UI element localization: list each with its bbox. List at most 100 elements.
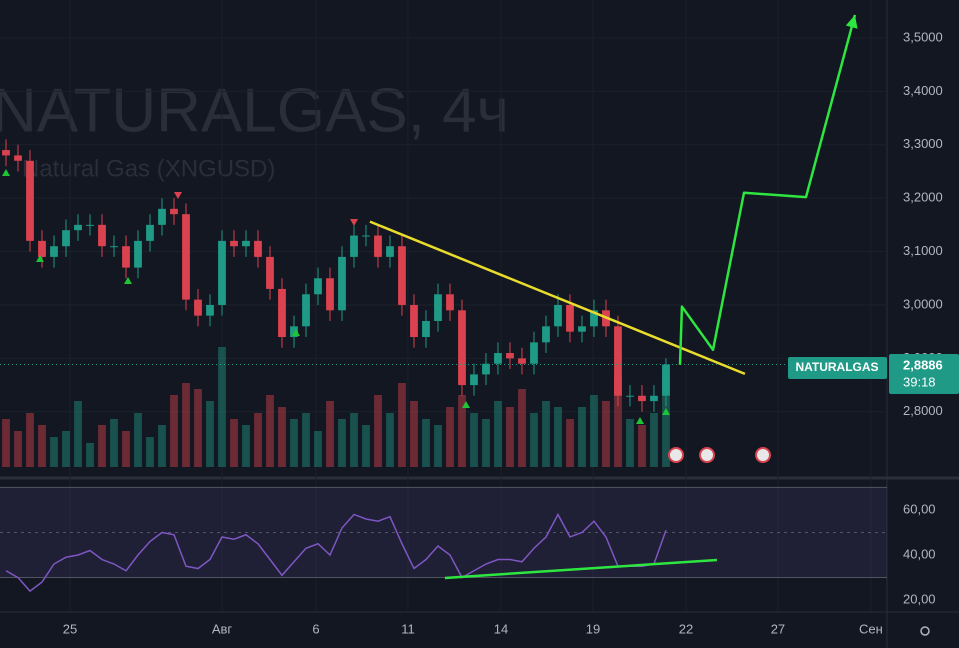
volume-bar <box>158 425 166 467</box>
volume-bar <box>206 401 214 467</box>
candle-body <box>578 326 586 332</box>
candle-body <box>326 278 334 311</box>
candle-body <box>482 363 490 375</box>
volume-bar <box>350 413 358 467</box>
watermark-description: Natural Gas (XNGUSD) <box>22 155 275 182</box>
volume-bar <box>422 419 430 467</box>
candle-body <box>122 246 130 268</box>
settings-icon[interactable] <box>920 626 930 636</box>
volume-bar <box>458 395 466 467</box>
candle-body <box>194 299 202 316</box>
candle-body <box>278 288 286 338</box>
volume-bar <box>50 437 58 467</box>
volume-bar <box>170 395 178 467</box>
candle-body <box>170 208 178 215</box>
candle-body <box>218 240 226 305</box>
y-tick-label: 3,3000 <box>903 136 943 151</box>
candle-body <box>302 294 310 327</box>
candle-body <box>506 353 514 359</box>
signal-up <box>292 329 300 336</box>
annotation-arrow <box>678 14 857 365</box>
x-tick-label: Авг <box>212 621 233 636</box>
volume-bar <box>602 401 610 467</box>
candle-body <box>230 240 238 247</box>
candle-body <box>518 358 526 364</box>
candle-body <box>458 310 466 386</box>
volume-bar <box>86 443 94 467</box>
candle-body <box>14 155 22 161</box>
plot-layer: 2,80002,90003,00003,10003,20003,30003,40… <box>0 14 943 637</box>
candle-body <box>38 240 46 257</box>
candle-body <box>590 310 598 327</box>
volume-bar <box>242 425 250 467</box>
volume-bar <box>290 419 298 467</box>
signal-up <box>636 417 644 424</box>
volume-bar <box>302 413 310 467</box>
annotation-line <box>444 558 718 580</box>
volume-bar <box>398 383 406 467</box>
candle-body <box>290 326 298 338</box>
candle-body <box>398 246 406 305</box>
volume-bar <box>146 437 154 467</box>
bar-countdown: 39:18 <box>903 374 936 389</box>
candle-body <box>374 235 382 257</box>
candle-body <box>410 304 418 338</box>
volume-bar <box>554 407 562 467</box>
volume-bar <box>578 407 586 467</box>
volume-bar <box>278 407 286 467</box>
volume-bar <box>266 395 274 467</box>
volume-bar <box>134 413 142 467</box>
candle-body <box>566 304 574 332</box>
volume-bar <box>338 419 346 467</box>
candle-body <box>434 294 442 321</box>
volume-bar <box>530 413 538 467</box>
signal-up <box>462 401 470 408</box>
rsi-line <box>5 512 667 593</box>
y-tick-label: 40,00 <box>903 546 936 561</box>
candle-body <box>422 320 430 338</box>
x-tick-label: Сен <box>859 621 883 636</box>
volume-bar <box>446 407 454 467</box>
candle-body <box>314 278 322 295</box>
candle-body <box>98 224 106 247</box>
volume-bar <box>26 413 34 467</box>
candle-body <box>626 395 634 397</box>
last-price: 2,8886 <box>903 357 943 372</box>
last-price-box <box>889 354 959 394</box>
candle-body <box>386 246 394 257</box>
candle-body <box>650 395 658 402</box>
volume-bar <box>374 395 382 467</box>
volume-bar <box>230 419 238 467</box>
volume-bar <box>614 377 622 467</box>
candle-body <box>362 235 370 237</box>
signal-markers <box>2 169 670 424</box>
volume-bar <box>662 371 670 467</box>
x-tick-label: 19 <box>586 621 600 636</box>
volume-bar <box>506 407 514 467</box>
candle-body <box>542 326 550 343</box>
candle-body <box>530 342 538 364</box>
volume-bar <box>14 431 22 467</box>
candle-body <box>254 240 262 257</box>
volume-bar <box>590 395 598 467</box>
symbol-tag-box <box>788 357 887 379</box>
y-tick-label: 60,00 <box>903 501 936 516</box>
signal-up <box>662 408 670 415</box>
event-icon[interactable] <box>699 447 715 463</box>
event-icon[interactable] <box>668 447 684 463</box>
volume-bar <box>194 389 202 467</box>
x-tick-label: 14 <box>494 621 508 636</box>
candle-body <box>470 374 478 386</box>
volume-bar <box>482 419 490 467</box>
x-tick-label: 11 <box>401 621 415 636</box>
volume-bar <box>2 419 10 467</box>
settings-gear[interactable] <box>920 626 930 636</box>
y-tick-label: 3,1000 <box>903 243 943 258</box>
event-icon[interactable] <box>755 447 771 463</box>
signal-down <box>174 192 182 199</box>
candle-body <box>2 150 10 156</box>
volume-bar <box>518 389 526 467</box>
